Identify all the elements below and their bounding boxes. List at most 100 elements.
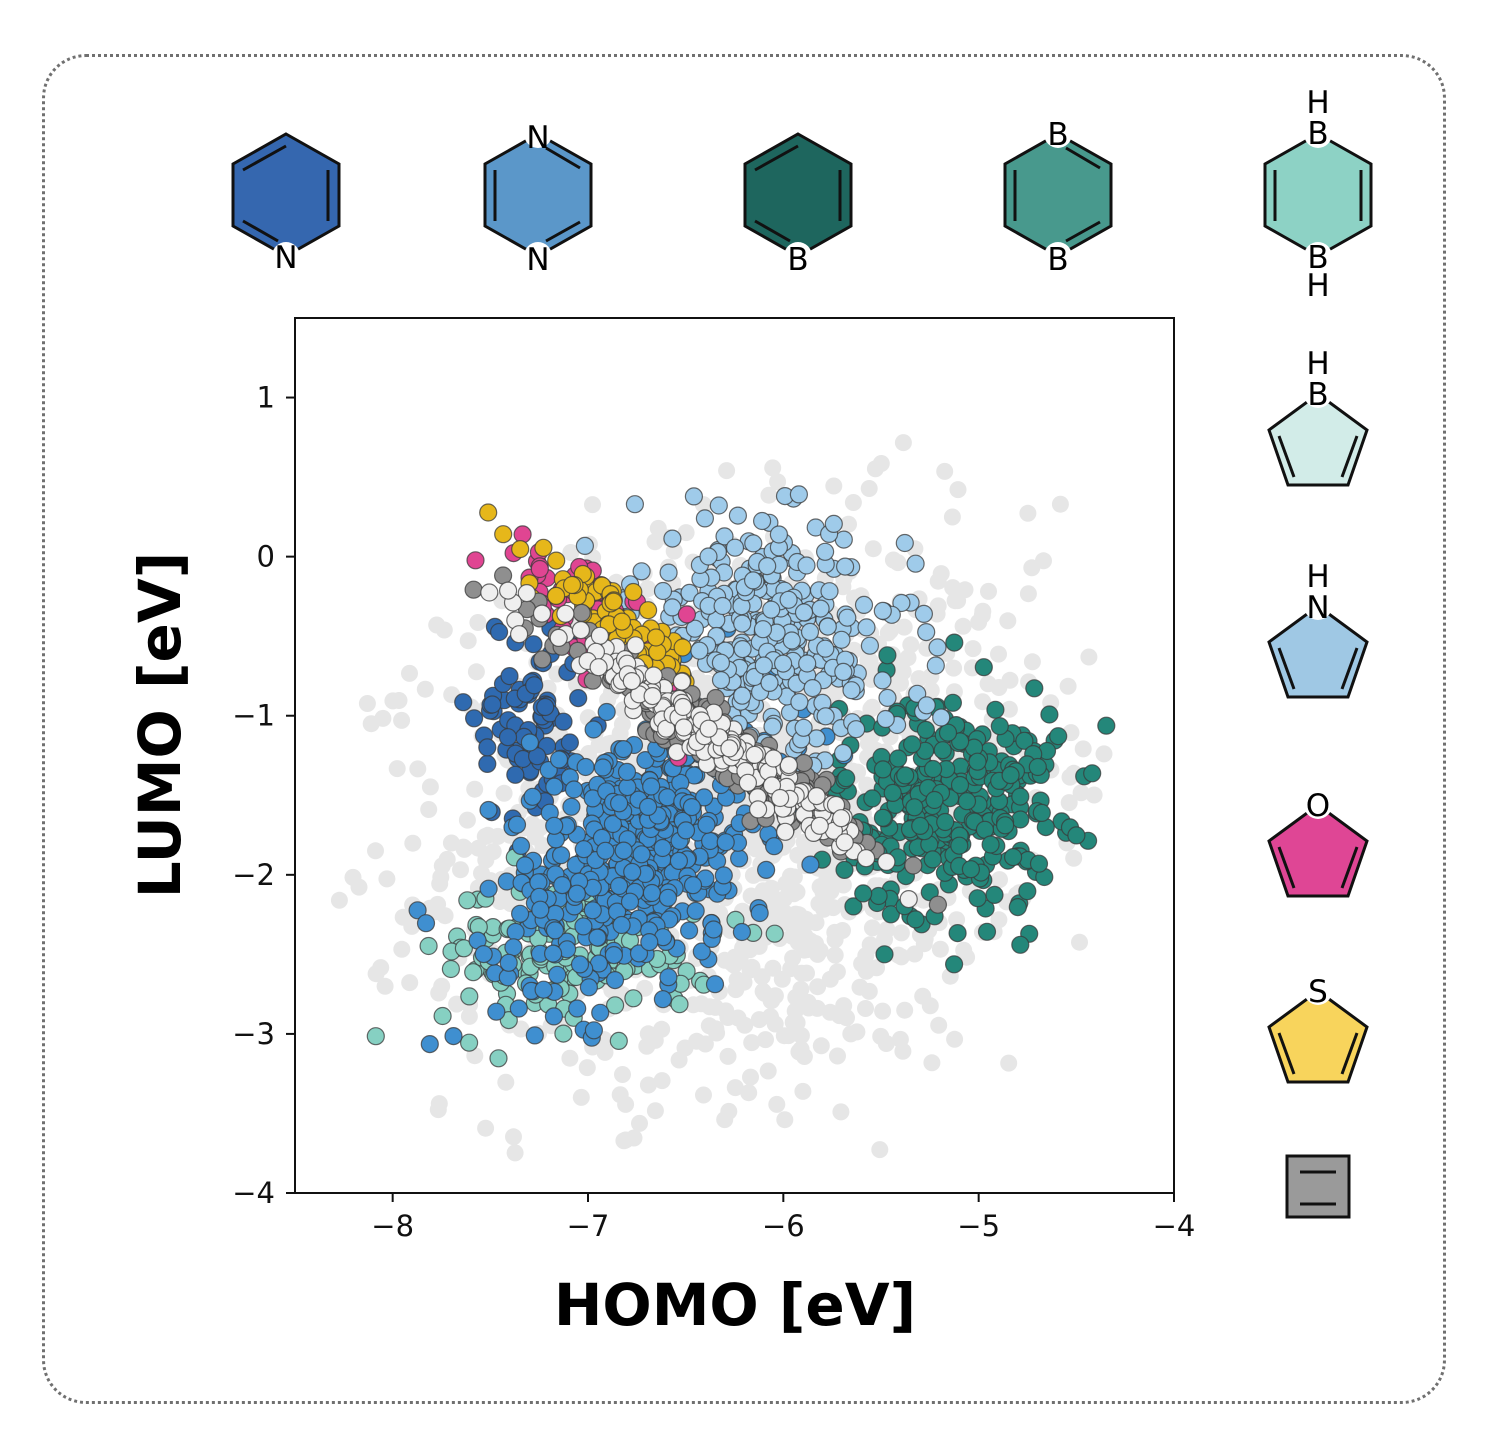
pyrrole-point [763,717,782,736]
furan-ring-icon [1267,803,1369,898]
pyrazine-point [801,855,820,874]
pyrazine-point [548,965,567,984]
pyrazine-point [553,875,572,895]
borinine-point [995,816,1015,835]
borole-b-label: B [1307,377,1328,413]
pyrrole-point [892,593,911,613]
data-points [330,434,1116,1162]
thiophene-point [562,575,582,595]
pyrrole-point [928,638,947,657]
furan-point [530,559,549,579]
background-point [562,544,580,561]
pyrazine-point [551,846,571,865]
background-point [862,700,880,718]
pyrazine-point [408,901,427,920]
alkene-point [572,603,591,623]
pyridine-point [524,635,543,654]
background-point [390,692,408,709]
pyrazine-point [579,978,599,997]
pyrazine-point [614,841,633,860]
background-point [700,1017,718,1035]
borole-point [738,773,758,792]
borinine-point [950,836,969,855]
borinine-point [1040,705,1059,724]
pyrazine-point [669,851,689,871]
background-point [1065,849,1083,867]
background-point [631,1114,648,1132]
background-point [614,1066,631,1083]
borinine-point [906,910,925,929]
pyrazine-point [704,920,723,939]
background-point [420,801,438,818]
background-point [789,916,807,934]
background-point [894,434,912,452]
pyridine-point [483,695,502,714]
pyrazine-point [510,904,530,923]
pyrrole-point [818,617,837,636]
pyrazine-point [523,787,542,806]
pyrazine-point [543,944,563,963]
pyrrole-point [914,604,934,624]
pyridine-point [498,728,518,747]
borinine-atom-label: B [787,242,808,278]
background-point [1000,1054,1018,1072]
background-point [764,908,782,925]
legend-pyridine: N [231,132,341,276]
y-tick-label: 1 [257,381,275,415]
borole-point [622,671,641,691]
borinine-point [916,720,936,740]
legend-pyrazine: N N [483,120,593,278]
alkene-box-icon [1285,1154,1351,1219]
borinine-point [990,717,1009,736]
pyrazine-point [479,879,498,898]
borinine-point [968,752,987,771]
diborinine-atom-label-bottom: B [1047,242,1068,278]
legend-borinine: B [743,132,853,278]
borinine-point [902,735,922,754]
pyrazine-point [499,953,518,972]
borinine-point [1011,810,1030,829]
background-point [1080,648,1098,666]
borole-point [807,786,826,806]
alkene-point [928,895,948,914]
borole-point [674,718,693,737]
diborinine-point [366,1027,385,1046]
borinine-point [863,789,882,808]
background-point [376,977,394,995]
background-point [452,861,469,879]
borinine-point [844,897,863,916]
background-point [936,462,954,480]
pyrrole-point [733,639,752,659]
pyrazine-point [593,758,613,777]
x-tick-label: −5 [957,1209,1000,1243]
background-point [720,1102,738,1120]
background-point [653,1072,671,1090]
background-point [393,711,411,729]
pyrazine-point [511,836,531,856]
pyrrole-point [728,506,748,525]
borinine-point [957,792,977,811]
pyrazine-point [574,917,593,936]
pyrazine-point [549,750,569,769]
borole-point [810,816,829,835]
background-point [495,784,513,802]
diborinine-point [464,963,483,982]
background-point [477,851,495,869]
pyrrole-point [854,595,874,615]
pyrrole-point [663,529,682,548]
borinine-point [878,646,897,665]
pyrrole-point [835,557,855,576]
pyrazine-point [604,945,624,965]
background-point [403,917,421,935]
pyrazine-point [729,849,749,868]
background-point [970,613,988,631]
pyrrole-point [820,582,839,601]
pyrrole-point [789,485,809,504]
borole-point [856,849,876,868]
pyrazine-point [658,888,678,907]
pyrazine-point [756,860,776,880]
background-point [701,998,719,1016]
dihydrodiborinine-b-bottom: B [1307,240,1328,276]
pyrrole-point [832,630,851,649]
